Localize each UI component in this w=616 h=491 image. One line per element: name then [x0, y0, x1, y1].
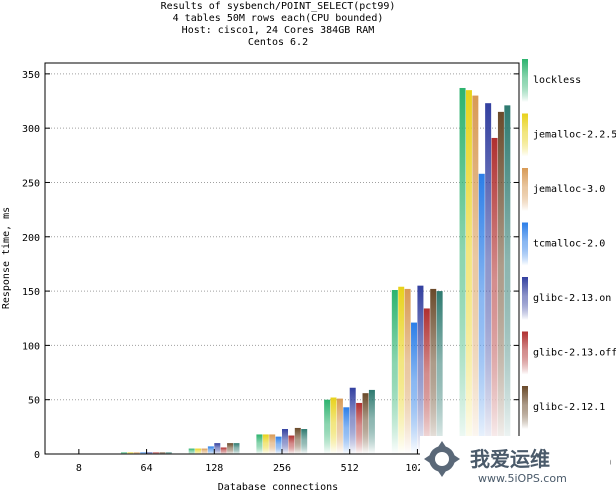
legend-swatch-glibc-2.13.off: [522, 331, 528, 375]
bar-lockless-256: [256, 434, 263, 454]
bar-glibc-2.12.1-256: [294, 427, 301, 454]
bar-glibc-2.15.on-512: [368, 389, 375, 454]
bar-jemalloc-3.0-64: [133, 452, 140, 454]
legend-swatch-glibc-2.12.1: [522, 386, 528, 429]
bar-glibc-2.13.off-1024: [423, 308, 430, 454]
bar-jemalloc-2.2.5-1024: [398, 286, 405, 454]
bar-jemalloc-2.2.5-64: [127, 452, 134, 454]
legend-label-glibc-2.13.off: glibc-2.13.off: [533, 348, 616, 359]
watermark: 我爱运维 www.5iOPS.com: [420, 436, 610, 486]
axes: [44, 62, 520, 455]
bar-glibc-2.13.off-128: [220, 447, 227, 454]
bar-jemalloc-3.0-2048: [472, 95, 479, 454]
legend-swatch-glibc-2.13.on: [522, 277, 528, 320]
title-line-4: Centos 6.2: [248, 37, 308, 48]
bar-glibc-2.15.on-256: [301, 429, 308, 454]
bar-jemalloc-3.0-128: [201, 448, 208, 454]
bar-tcmalloc-2.0-512: [343, 407, 350, 454]
legend-swatch-tcmalloc-2.0: [522, 222, 528, 266]
x-axis-label: Database connections: [218, 482, 338, 491]
y-axis-label: Response time, ms: [1, 207, 12, 309]
bar-glibc-2.12.1-2048: [497, 111, 504, 454]
bar-glibc-2.12.1-1024: [430, 288, 437, 454]
legend-swatch-jemalloc-2.2.5: [522, 113, 528, 157]
y-tick-label: 250: [22, 178, 40, 189]
legend-label-glibc-2.13.on: glibc-2.13.on: [533, 293, 611, 304]
legend-label-tcmalloc-2.0: tcmalloc-2.0: [533, 239, 605, 250]
bar-glibc-2.13.on-512: [349, 387, 356, 454]
bar-tcmalloc-2.0-1024: [411, 322, 418, 454]
bars: [53, 87, 511, 455]
bar-jemalloc-3.0-256: [269, 434, 276, 454]
legend-swatch-lockless: [522, 59, 528, 102]
y-tick-label: 150: [22, 287, 40, 298]
y-tick-label: 0: [34, 450, 40, 461]
y-tick-label: 100: [22, 341, 40, 352]
bar-glibc-2.15.on-2048: [504, 105, 511, 454]
bar-glibc-2.13.on-1024: [417, 285, 424, 454]
bar-jemalloc-2.2.5-2048: [465, 90, 472, 455]
legend-swatch-jemalloc-3.0: [522, 168, 528, 211]
title-line-1: Results of sysbench/POINT_SELECT(pct99): [161, 1, 396, 12]
y-tick-label: 200: [22, 233, 40, 244]
bar-glibc-2.13.on-2048: [485, 103, 492, 455]
legend-label-jemalloc-2.2.5: jemalloc-2.2.5: [533, 130, 616, 141]
watermark-text: 我爱运维: [470, 447, 550, 471]
bar-jemalloc-3.0-1024: [404, 288, 411, 454]
bar-glibc-2.13.on-128: [214, 443, 221, 454]
bar-lockless-1024: [391, 289, 398, 454]
bar-lockless-64: [120, 452, 127, 454]
bar-glibc-2.13.off-64: [152, 452, 159, 454]
bar-tcmalloc-2.0-2048: [478, 173, 485, 455]
title-line-3: Host: cisco1, 24 Cores 384GB RAM: [182, 25, 375, 36]
bar-jemalloc-2.2.5-256: [262, 434, 269, 454]
bar-glibc-2.13.off-2048: [491, 137, 498, 455]
title-line-2: 4 tables 50M rows each(CPU bounded): [173, 13, 384, 24]
bar-tcmalloc-2.0-256: [275, 436, 282, 454]
x-tick-label: 128: [205, 463, 223, 474]
bar-glibc-2.15.on-1024: [436, 291, 443, 454]
y-tick-labels: 0 50 100 150 200 250 300 350: [22, 70, 519, 461]
bar-tcmalloc-2.0-128: [207, 446, 214, 454]
bar-jemalloc-2.2.5-512: [330, 397, 337, 454]
bar-lockless-512: [324, 399, 331, 454]
bar-glibc-2.12.1-64: [159, 452, 166, 454]
x-tick-label: 1024: [405, 463, 429, 474]
bar-glibc-2.12.1-128: [227, 443, 234, 454]
x-tick-label: 8: [76, 463, 82, 474]
grid-lines: [45, 73, 519, 401]
bar-jemalloc-3.0-512: [336, 398, 343, 454]
watermark-url: www.5iOPS.com: [478, 472, 567, 485]
y-tick-label: 300: [22, 124, 40, 135]
bar-glibc-2.13.on-64: [146, 452, 153, 454]
bar-glibc-2.15.on-64: [165, 452, 172, 454]
plot-frame: [44, 62, 520, 455]
legend-label-lockless: lockless: [533, 75, 581, 86]
bar-lockless-2048: [459, 87, 466, 454]
y-tick-label: 350: [22, 70, 40, 81]
bar-glibc-2.12.1-512: [362, 393, 369, 454]
bar-glibc-2.13.off-256: [288, 435, 295, 454]
x-tick-label: 512: [341, 463, 359, 474]
x-tick-label: 256: [273, 463, 291, 474]
legend-label-glibc-2.12.1: glibc-2.12.1: [533, 402, 605, 413]
bar-glibc-2.15.on-128: [233, 443, 240, 454]
chart-title: Results of sysbench/POINT_SELECT(pct99)4…: [161, 1, 396, 48]
bar-lockless-128: [188, 448, 195, 454]
bar-tcmalloc-2.0-64: [140, 452, 147, 454]
legend: lockless jemalloc-2.2.5 jemalloc-3.0 tcmall…: [522, 59, 616, 484]
x-tick-label: 64: [141, 463, 153, 474]
bar-glibc-2.13.on-256: [282, 429, 288, 454]
watermark-logo-icon: [424, 441, 460, 477]
y-tick-label: 50: [28, 396, 40, 407]
legend-label-jemalloc-3.0: jemalloc-3.0: [533, 184, 605, 195]
bar-jemalloc-2.2.5-128: [195, 448, 202, 454]
bar-glibc-2.13.off-512: [356, 402, 363, 454]
